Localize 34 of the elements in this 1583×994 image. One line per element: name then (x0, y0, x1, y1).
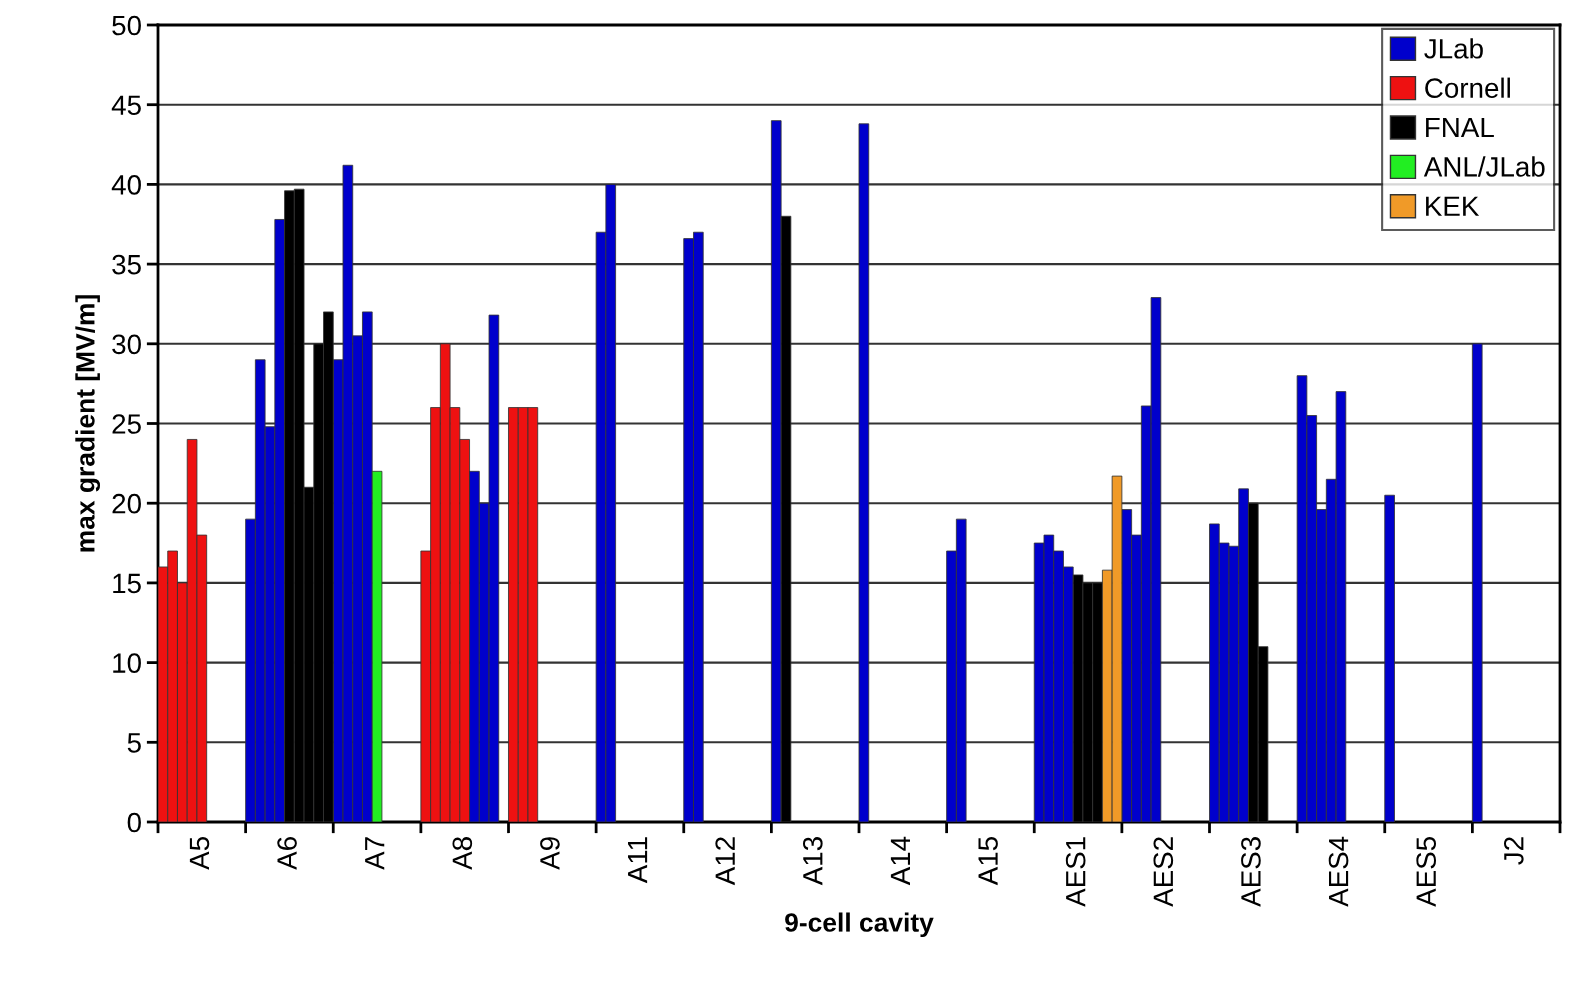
x-tick-label: AES1 (1065, 837, 1086, 907)
x-tick-label: J2 (1503, 837, 1524, 865)
y-tick-label: 30 (112, 334, 141, 355)
y-axis-title: max gradient [MV/m] (75, 295, 101, 552)
y-tick-label: 20 (112, 493, 141, 514)
x-tick-label: A12 (715, 837, 735, 886)
y-tick-label: 10 (113, 653, 141, 673)
x-axis-title: 9-cell cavity (785, 912, 934, 938)
legend-label: KEK (1426, 196, 1480, 216)
x-tick-label: A7 (365, 837, 385, 870)
y-tick-label: 25 (112, 414, 141, 434)
y-tick-label: 0 (127, 812, 141, 833)
x-tick-label: A5 (189, 837, 210, 870)
x-tick-label: AES3 (1241, 837, 1261, 907)
y-tick-label: 50 (112, 15, 141, 36)
x-tick-label: A14 (890, 836, 910, 886)
y-tick-label: 15 (113, 573, 141, 594)
y-tick-label: 35 (112, 254, 141, 275)
x-tick-label: AES5 (1416, 837, 1437, 907)
x-tick-label: A13 (802, 837, 823, 886)
x-tick-label: AES4 (1328, 836, 1349, 907)
x-tick-label: A15 (978, 837, 998, 886)
y-tick-label: 5 (127, 733, 141, 753)
x-tick-label: AES2 (1153, 837, 1174, 907)
y-tick-label: 45 (111, 95, 141, 116)
legend-label: FNAL (1426, 117, 1494, 138)
x-tick-label: A6 (277, 837, 297, 870)
x-tick-label: A9 (540, 837, 560, 870)
y-tick-label: 40 (111, 175, 141, 195)
x-tick-label: A8 (452, 837, 473, 870)
legend-label: ANL/JLab (1423, 156, 1545, 177)
legend-label: Cornell (1425, 77, 1510, 98)
legend-label: JLab (1424, 38, 1483, 59)
x-tick-label: A11 (628, 837, 648, 884)
